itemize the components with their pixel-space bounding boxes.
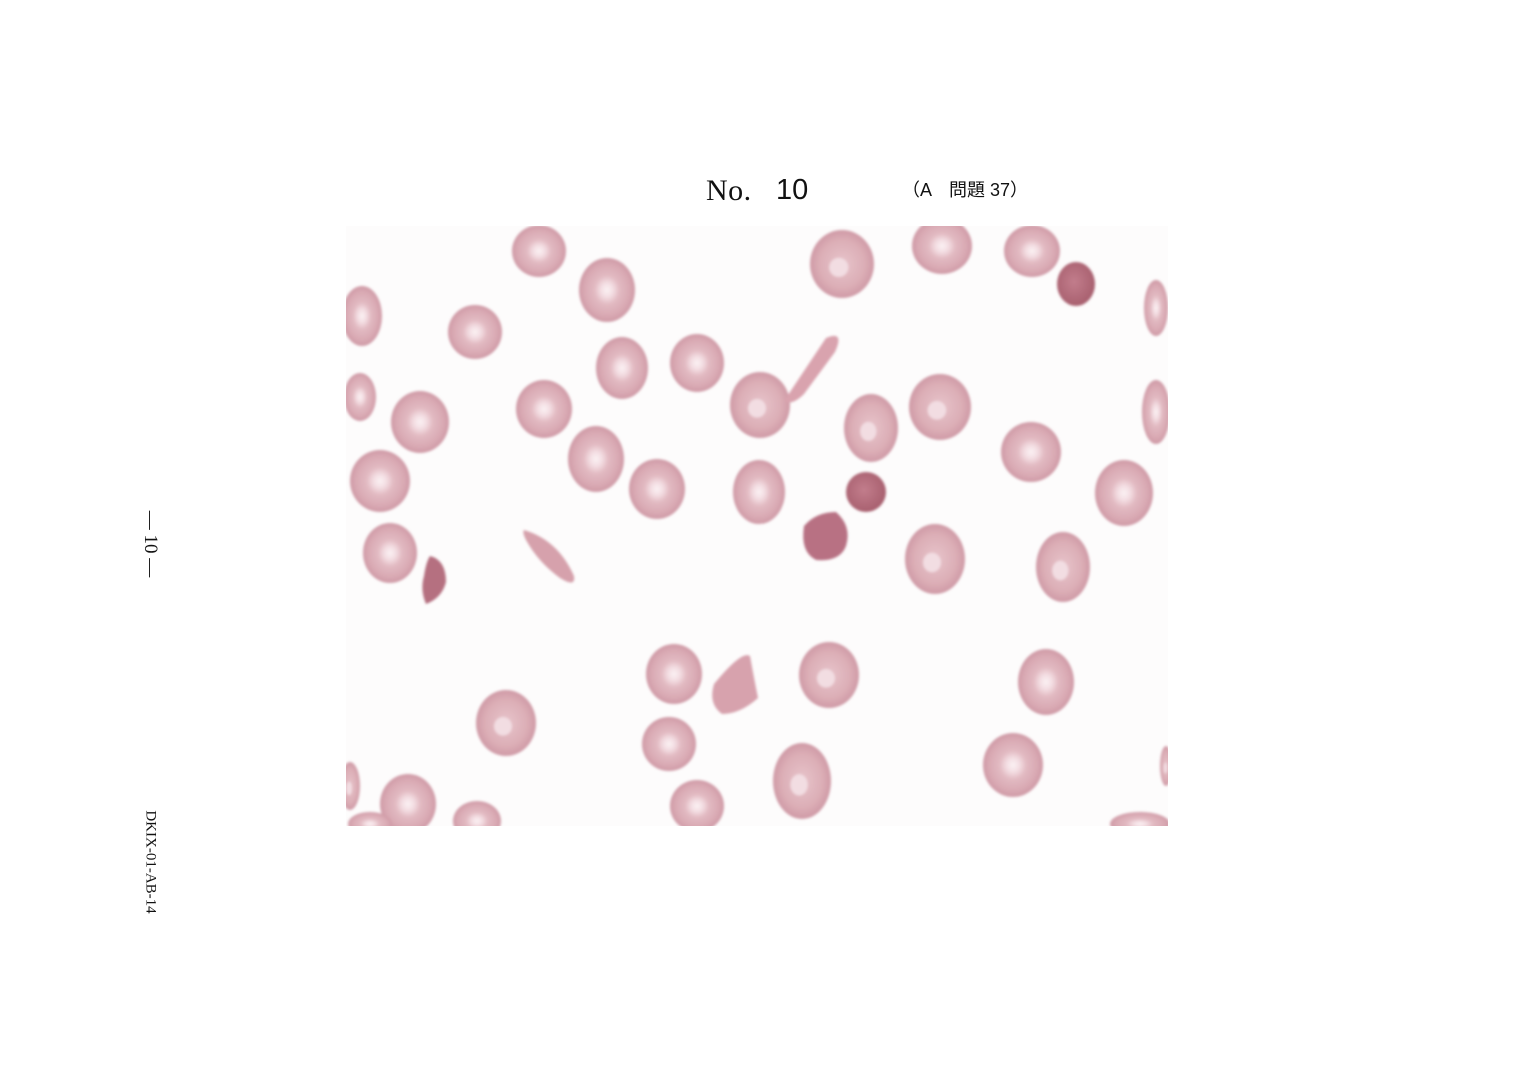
red-blood-cell bbox=[1004, 226, 1060, 277]
red-blood-cell bbox=[1144, 280, 1168, 336]
red-blood-cell bbox=[670, 334, 724, 392]
red-blood-cell bbox=[453, 801, 501, 826]
red-blood-cell bbox=[348, 812, 392, 826]
cell-pallor bbox=[817, 669, 835, 688]
red-blood-cell bbox=[448, 305, 502, 359]
cell-pallor bbox=[829, 257, 849, 277]
red-blood-cell bbox=[983, 733, 1043, 797]
red-blood-cell bbox=[579, 258, 635, 322]
red-blood-cell bbox=[670, 780, 724, 826]
cell-pallor bbox=[790, 774, 808, 796]
red-blood-cell bbox=[1110, 812, 1168, 826]
side-document-code: DKIX-01-AB-14 bbox=[142, 810, 159, 914]
red-blood-cell bbox=[733, 460, 785, 524]
cell-pallor bbox=[494, 717, 512, 736]
cell-pallor bbox=[860, 421, 877, 441]
cell-pallor bbox=[923, 552, 941, 573]
fragmented-red-cell bbox=[784, 335, 839, 403]
cell-pallor bbox=[748, 399, 766, 418]
red-blood-cell bbox=[512, 226, 566, 277]
red-blood-cell bbox=[346, 762, 360, 810]
header-reference: （A 問題 37） bbox=[902, 180, 1029, 200]
red-blood-cell bbox=[596, 337, 648, 399]
spherocyte-cell bbox=[1057, 262, 1095, 306]
red-blood-cell bbox=[391, 391, 449, 453]
fragmented-red-cell bbox=[803, 512, 848, 561]
cell-pallor bbox=[1052, 560, 1069, 581]
header-no-label: No. bbox=[706, 174, 752, 207]
cell-pallor bbox=[927, 401, 947, 420]
red-blood-cell bbox=[642, 717, 696, 771]
spherocyte-cell bbox=[846, 472, 886, 512]
header-question-number: 10 bbox=[776, 174, 809, 206]
red-blood-cell bbox=[363, 523, 417, 583]
blood-smear-svg bbox=[346, 226, 1168, 826]
red-blood-cell bbox=[1001, 422, 1061, 482]
red-blood-cell bbox=[350, 450, 410, 512]
red-blood-cell bbox=[1018, 649, 1074, 715]
fragmented-red-cell bbox=[422, 556, 446, 604]
fragmented-red-cell bbox=[712, 655, 758, 714]
blood-smear-image bbox=[346, 226, 1168, 826]
red-blood-cell bbox=[346, 286, 382, 346]
red-blood-cell bbox=[629, 459, 685, 519]
cell-pallor bbox=[346, 781, 352, 796]
cell-pallor bbox=[1163, 762, 1168, 774]
red-blood-cell bbox=[568, 426, 624, 492]
fragmented-red-cell bbox=[523, 530, 575, 583]
red-blood-cell bbox=[516, 380, 572, 438]
red-blood-cell bbox=[380, 774, 436, 826]
red-blood-cell bbox=[646, 644, 702, 704]
red-blood-cell bbox=[1095, 460, 1153, 526]
red-blood-cell bbox=[346, 373, 376, 421]
side-page-number: — 10 — bbox=[140, 510, 161, 578]
red-blood-cell bbox=[912, 226, 972, 274]
red-blood-cell bbox=[1142, 380, 1168, 444]
